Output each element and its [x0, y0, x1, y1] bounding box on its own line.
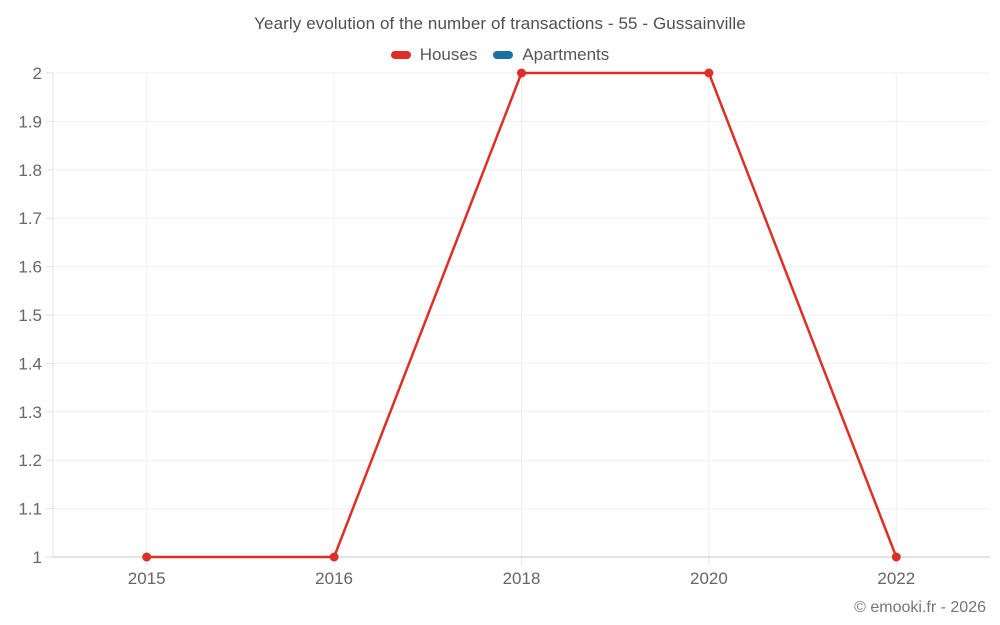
y-axis-tick-label: 1.7: [18, 209, 42, 228]
y-axis-tick-label: 2: [33, 64, 42, 83]
legend-label-apartments: Apartments: [522, 45, 610, 64]
y-axis-tick-label: 1.8: [18, 161, 42, 180]
y-axis-tick-label: 1.3: [18, 403, 42, 422]
y-axis-tick-label: 1.4: [18, 354, 42, 373]
y-axis-tick-label: 1.1: [18, 500, 42, 519]
x-axis-tick-label: 2018: [503, 569, 541, 588]
y-axis-tick-label: 1.6: [18, 258, 42, 277]
y-axis-tick-label: 1.9: [18, 112, 42, 131]
legend-item-apartments[interactable]: Apartments: [493, 45, 609, 65]
copyright-credit: © emooki.fr - 2026: [854, 599, 986, 616]
y-axis-tick-label: 1: [33, 548, 42, 567]
data-point-houses-2020[interactable]: [704, 68, 714, 78]
legend-label-houses: Houses: [419, 45, 478, 64]
apartments-swatch-icon: [493, 51, 514, 59]
x-axis-tick-label: 2015: [128, 569, 166, 588]
x-axis-tick-label: 2016: [315, 569, 353, 588]
data-point-houses-2015[interactable]: [142, 552, 152, 562]
data-point-houses-2022[interactable]: [891, 552, 901, 562]
y-axis-tick-label: 1.2: [18, 451, 42, 470]
legend: Houses Apartments: [0, 44, 1000, 66]
legend-item-houses[interactable]: Houses: [390, 45, 478, 65]
x-axis-tick-label: 2022: [877, 569, 915, 588]
chart-title: Yearly evolution of the number of transa…: [254, 14, 746, 33]
data-point-houses-2018[interactable]: [517, 68, 526, 78]
y-axis-tick-label: 1.5: [18, 306, 42, 325]
x-axis-tick-label: 2020: [690, 569, 728, 588]
data-point-houses-2016[interactable]: [329, 552, 339, 562]
houses-swatch-icon: [390, 51, 411, 59]
